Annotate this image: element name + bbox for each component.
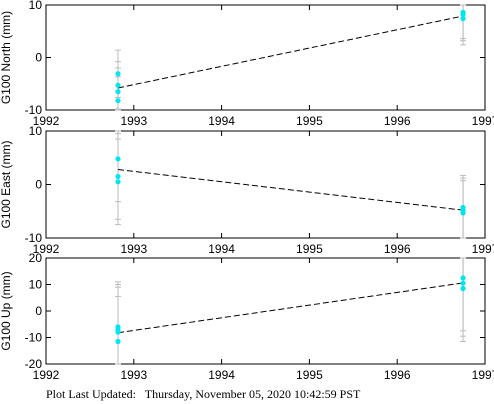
x-tick-label: 1994 — [208, 368, 235, 382]
x-tick-label: 1992 — [33, 242, 60, 256]
x-tick-label: 1997 — [472, 242, 494, 256]
x-tick-label: 1996 — [384, 114, 411, 128]
x-tick-label: 1994 — [208, 114, 235, 128]
data-point — [460, 275, 466, 281]
y-tick-label: 10 — [29, 278, 43, 292]
data-point — [460, 210, 466, 216]
data-point — [115, 338, 121, 345]
data-point — [115, 329, 121, 335]
plot-frame — [45, 130, 486, 239]
x-tick-label: 1997 — [472, 114, 494, 128]
x-tick-label: 1995 — [296, 368, 323, 382]
y-tick-label: -20 — [25, 357, 43, 371]
data-point — [460, 280, 466, 286]
data-point — [460, 9, 466, 15]
x-tick-label: 1993 — [120, 368, 147, 382]
data-point — [115, 97, 121, 104]
y-tick-label: -10 — [25, 103, 43, 117]
x-tick-label: 1995 — [296, 242, 323, 256]
y-tick-label: 20 — [29, 251, 43, 265]
data-point — [115, 173, 121, 180]
data-point — [115, 89, 121, 95]
y-tick-label: 10 — [29, 0, 43, 12]
x-tick-label: 1993 — [120, 242, 147, 256]
x-tick-label: 1996 — [384, 368, 411, 382]
y-tick-label: 0 — [35, 178, 42, 192]
data-point — [460, 16, 466, 22]
x-tick-label: 1992 — [33, 114, 60, 128]
x-tick-label: 1993 — [120, 114, 147, 128]
x-tick-label: 1995 — [296, 114, 323, 128]
x-tick-label: 1997 — [472, 368, 494, 382]
y-tick-label: 0 — [35, 51, 42, 65]
trend-line — [117, 169, 464, 211]
data-point — [115, 179, 121, 185]
y-axis-title: G100 Up (mm) — [0, 271, 13, 350]
y-tick-label: -10 — [25, 331, 43, 345]
data-point — [115, 71, 121, 77]
data-point — [115, 82, 121, 88]
plot-frame — [45, 4, 486, 111]
x-tick-label: 1992 — [33, 368, 60, 382]
data-point — [115, 156, 121, 162]
y-tick-label: -10 — [25, 231, 43, 245]
panel-up: 1992 1993 1994 1995 1996 1997 -20 -10 0 10 20 G100 … — [0, 251, 494, 382]
x-tick-label: 1994 — [208, 242, 235, 256]
y-axis-title: G100 North (mm) — [0, 11, 13, 104]
data-point — [460, 285, 466, 292]
panel-east: 1992 1993 1994 1995 1996 1997 -10 0 10 G100 East … — [0, 124, 494, 256]
y-tick-label: 0 — [35, 304, 42, 318]
plot-updated-footer: Plot Last Updated: Thursday, November 05… — [46, 387, 360, 402]
footer-label: Plot Last Updated: — [46, 387, 136, 401]
footer-timestamp: Thursday, November 05, 2020 10:42:59 PST — [144, 387, 361, 401]
x-tick-label: 1996 — [384, 242, 411, 256]
trend-line — [117, 282, 464, 334]
y-axis-title: G100 East (mm) — [0, 140, 13, 228]
panel-north: 1992 1993 1994 1995 1996 1997 -10 0 10 G100 North… — [0, 0, 494, 128]
y-tick-label: 10 — [29, 124, 43, 138]
trend-line — [117, 15, 464, 89]
